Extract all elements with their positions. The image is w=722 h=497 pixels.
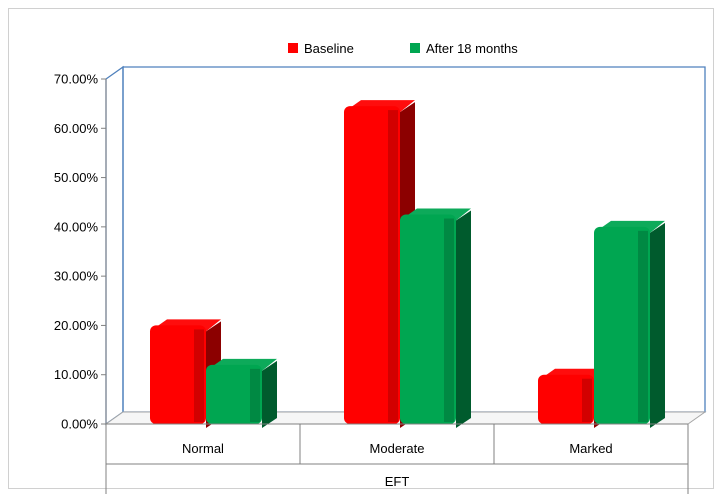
x-tick-label: Normal <box>182 441 224 456</box>
bar-moderate-after-18-months <box>400 208 471 428</box>
legend-label-baseline: Baseline <box>304 40 354 56</box>
legend-item-baseline: Baseline <box>288 39 354 57</box>
legend-label-after: After 18 months <box>426 40 518 56</box>
x-axis: Normal Moderate Marked EFT <box>105 423 689 494</box>
y-tick-label: 60.00% <box>54 121 99 136</box>
y-tick-label: 70.00% <box>54 72 99 87</box>
bars <box>150 100 665 428</box>
side-wall <box>105 65 124 426</box>
y-tick-label: 20.00% <box>54 318 99 333</box>
y-tick-label: 50.00% <box>54 170 99 185</box>
legend-swatch-baseline <box>288 43 298 53</box>
y-tick-label: 30.00% <box>54 269 99 284</box>
x-tick-label: Marked <box>569 441 612 456</box>
bar-normal-after-18-months <box>206 358 277 428</box>
y-tick-label: 40.00% <box>54 219 99 234</box>
y-axis: 0.00% 10.00% 20.00% 30.00% 40.00% 50.00% 60.00… <box>54 72 107 432</box>
legend-swatch-after <box>410 43 420 53</box>
bar-marked-after-18-months <box>594 220 665 428</box>
x-group-label: EFT <box>385 474 410 489</box>
y-tick-label: 0.00% <box>61 417 98 432</box>
legend-item-after: After 18 months <box>410 39 518 57</box>
x-tick-label: Moderate <box>370 441 425 456</box>
y-tick-label: 10.00% <box>54 367 99 382</box>
